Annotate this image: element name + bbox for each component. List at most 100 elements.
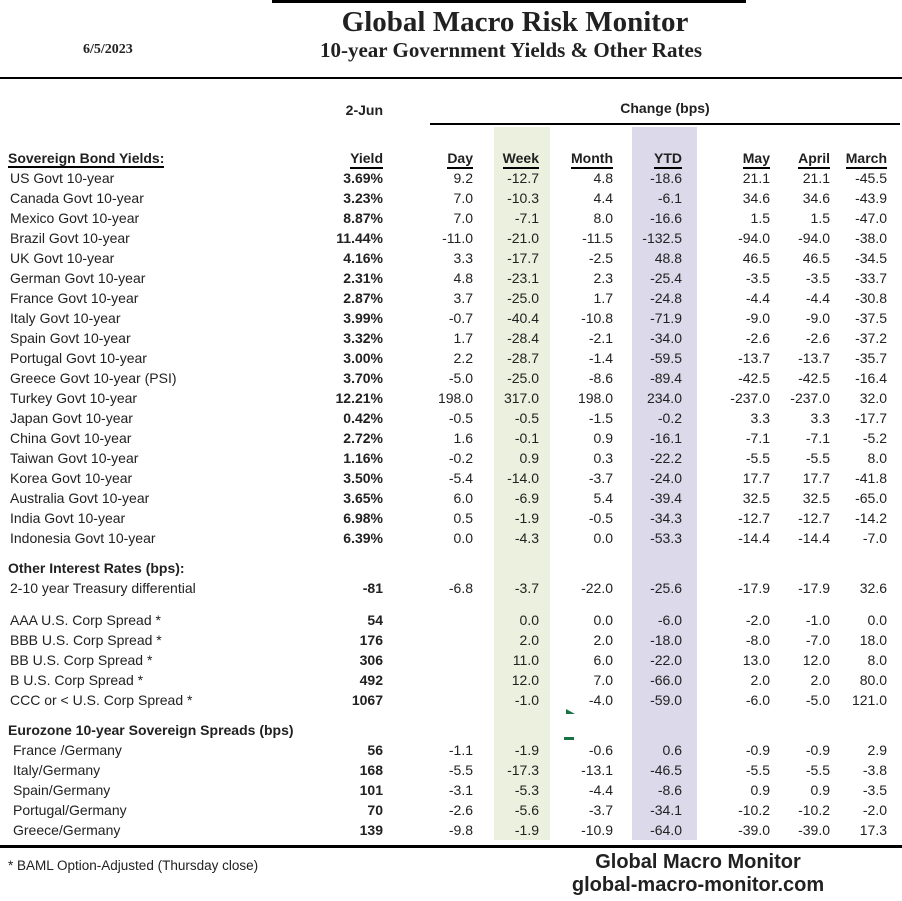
- green-marker-icon: [566, 709, 575, 714]
- change-value-week: 0.0: [519, 612, 539, 628]
- change-value-ytd: -8.6: [657, 782, 682, 798]
- change-value-april: -9.0: [805, 310, 830, 326]
- change-value-april: -10.2: [798, 802, 830, 818]
- section-header-row: Eurozone 10-year Sovereign Spreads (bps): [8, 720, 887, 740]
- row-label: Turkey Govt 10-year: [10, 390, 138, 406]
- change-value-day: [383, 650, 473, 670]
- change-value-week: -17.3: [507, 762, 539, 778]
- change-value-day: -5.0: [448, 370, 473, 386]
- row-label: BB U.S. Corp Spread *: [10, 652, 153, 668]
- row-label: Canada Govt 10-year: [10, 190, 144, 206]
- change-value-april: -94.0: [798, 230, 830, 246]
- change-value-april: 17.7: [802, 470, 830, 486]
- change-value-ytd: -71.9: [650, 310, 682, 326]
- change-value-day: 9.2: [453, 170, 473, 186]
- change-value-day: -6.8: [448, 580, 473, 596]
- change-value-may: -0.9: [745, 742, 770, 758]
- change-value-april: -7.0: [805, 632, 830, 648]
- row-label: Greece/Germany: [13, 822, 121, 838]
- change-value-month: -22.0: [581, 580, 613, 596]
- change-value-march: -5.2: [862, 430, 887, 446]
- change-value-week: -28.4: [507, 330, 539, 346]
- row-label: Portugal Govt 10-year: [10, 350, 147, 366]
- change-value-march: 32.6: [859, 580, 887, 596]
- change-value-april: -39.0: [798, 822, 830, 838]
- change-value-month: 0.3: [593, 450, 613, 466]
- yield-value: 56: [367, 742, 383, 758]
- change-value-may: 46.5: [742, 250, 770, 266]
- change-value-month: 0.0: [593, 612, 613, 628]
- change-value-april: -3.5: [805, 270, 830, 286]
- yield-value: 2.31%: [343, 270, 383, 286]
- column-header-april: April: [798, 150, 830, 169]
- column-header-cell: YTD: [613, 148, 682, 169]
- yield-value: 3.70%: [343, 370, 383, 386]
- change-value-march: -37.5: [855, 310, 887, 326]
- yield-value: 70: [367, 802, 383, 818]
- column-headers-row: Yield Day Week Month YTD May April March: [8, 148, 887, 169]
- change-value-april: 32.5: [802, 490, 830, 506]
- column-header-yield: Yield: [350, 150, 383, 169]
- footer-divider: [0, 845, 902, 848]
- row-label: Mexico Govt 10-year: [10, 210, 140, 226]
- section-header-row: Other Interest Rates (bps):: [8, 558, 887, 578]
- change-value-week: -25.0: [507, 370, 539, 386]
- change-value-month: 8.0: [593, 210, 613, 226]
- change-value-april: -14.4: [798, 530, 830, 546]
- change-value-may: -8.0: [745, 632, 770, 648]
- change-value-week: -1.9: [514, 742, 539, 758]
- yield-value: 168: [359, 762, 383, 778]
- change-value-month: -4.4: [588, 782, 613, 798]
- change-value-ytd: -24.8: [650, 290, 682, 306]
- change-value-march: -65.0: [855, 490, 887, 506]
- table-row: China Govt 10-year 2.72% 1.6 -0.1 0.9 -16.1 -7…: [8, 428, 887, 448]
- change-value-month: -1.4: [588, 350, 613, 366]
- row-label: BBB U.S. Corp Spread *: [10, 632, 162, 648]
- change-value-day: [383, 690, 473, 710]
- change-value-month: 4.8: [593, 170, 613, 186]
- change-value-month: 4.4: [593, 190, 613, 206]
- change-value-week: -10.3: [507, 190, 539, 206]
- row-label: Brazil Govt 10-year: [10, 230, 130, 246]
- yield-value: 492: [359, 672, 383, 688]
- change-value-month: 2.0: [593, 632, 613, 648]
- change-value-april: 34.6: [802, 190, 830, 206]
- yield-value: 3.99%: [343, 310, 383, 326]
- change-value-week: 0.9: [519, 450, 539, 466]
- change-value-month: -2.5: [588, 250, 613, 266]
- change-value-april: -12.7: [798, 510, 830, 526]
- yield-value: 139: [359, 822, 383, 838]
- change-value-day: 7.0: [453, 210, 473, 226]
- change-value-may: -4.4: [745, 290, 770, 306]
- column-header-march: March: [845, 150, 887, 169]
- asof-date: 2-Jun: [345, 102, 383, 118]
- change-value-month: -3.7: [588, 802, 613, 818]
- yield-value: 3.50%: [343, 470, 383, 486]
- section-title: Other Interest Rates (bps):: [8, 560, 185, 576]
- change-value-march: -43.9: [855, 190, 887, 206]
- change-value-month: -2.1: [588, 330, 613, 346]
- row-label: Italy Govt 10-year: [10, 310, 121, 326]
- change-value-march: 17.3: [859, 822, 887, 838]
- change-value-may: 17.7: [742, 470, 770, 486]
- change-value-may: 34.6: [742, 190, 770, 206]
- change-value-march: -47.0: [855, 210, 887, 226]
- yield-value: 101: [359, 782, 383, 798]
- change-value-week: -6.9: [514, 490, 539, 506]
- row-label: France Govt 10-year: [10, 290, 139, 306]
- change-value-day: -0.7: [448, 310, 473, 326]
- row-label: Korea Govt 10-year: [10, 470, 133, 486]
- change-value-march: 0.0: [867, 612, 887, 628]
- change-value-week: -4.3: [514, 530, 539, 546]
- change-value-ytd: -132.5: [642, 230, 682, 246]
- table-row: France /Germany 56 -1.1 -1.9 -0.6 0.6 -0.9 -0.9…: [8, 740, 887, 760]
- change-value-month: 0.0: [593, 530, 613, 546]
- change-value-may: 32.5: [742, 490, 770, 506]
- change-value-march: -14.2: [855, 510, 887, 526]
- yield-value: 3.32%: [343, 330, 383, 346]
- table-row: Greece Govt 10-year (PSI) 3.70% -5.0 -25.0 -…: [8, 368, 887, 388]
- change-value-march: -30.8: [855, 290, 887, 306]
- change-value-month: 0.9: [593, 430, 613, 446]
- column-header-week: Week: [502, 150, 539, 169]
- change-value-ytd: -6.1: [657, 190, 682, 206]
